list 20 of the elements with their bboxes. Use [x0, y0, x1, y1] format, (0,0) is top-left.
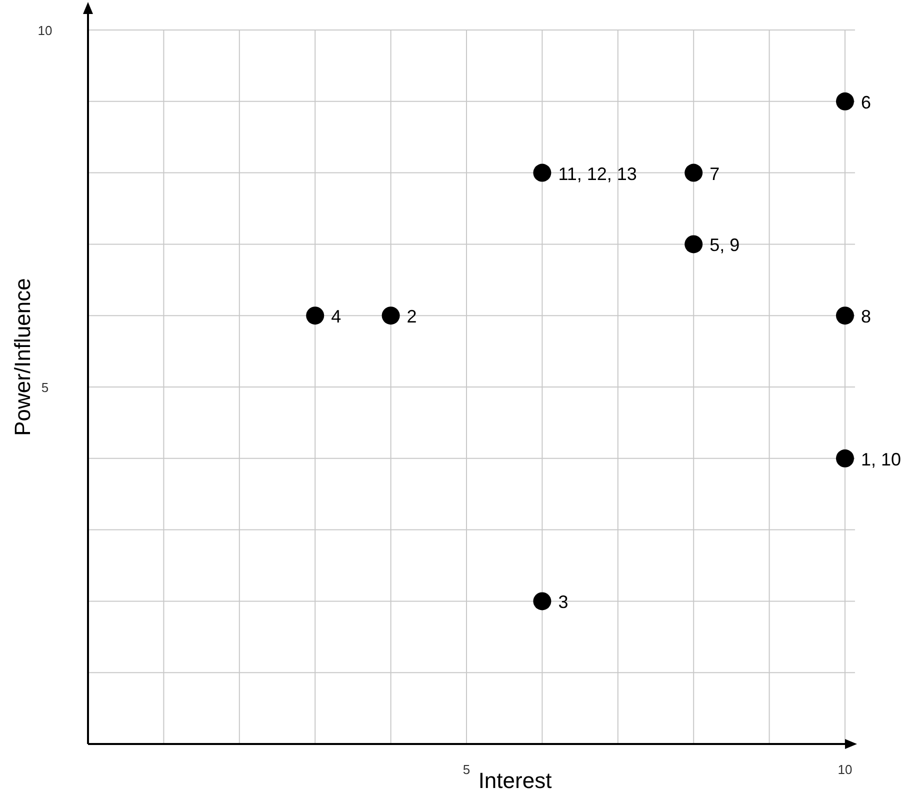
- x-axis-title: Interest: [478, 768, 552, 793]
- point: [382, 306, 400, 325]
- annotation: 1, 10: [861, 449, 902, 470]
- annotation: 2: [406, 306, 417, 327]
- annotation: 11, 12, 13: [558, 164, 637, 184]
- annotation: 5, 9: [710, 235, 740, 256]
- point: [533, 164, 552, 182]
- annotation: 7: [710, 164, 720, 184]
- point: [306, 306, 324, 325]
- point: [836, 92, 854, 110]
- point: [533, 592, 552, 610]
- point: [836, 449, 854, 468]
- point: [684, 164, 703, 182]
- y-axis-title: Power/Influence: [10, 278, 35, 436]
- annotation: 6: [861, 92, 872, 112]
- annotation: 8: [861, 306, 872, 327]
- annotation: 4: [331, 306, 342, 327]
- point: [684, 235, 703, 254]
- annotation: 3: [558, 592, 568, 612]
- point: [836, 306, 854, 325]
